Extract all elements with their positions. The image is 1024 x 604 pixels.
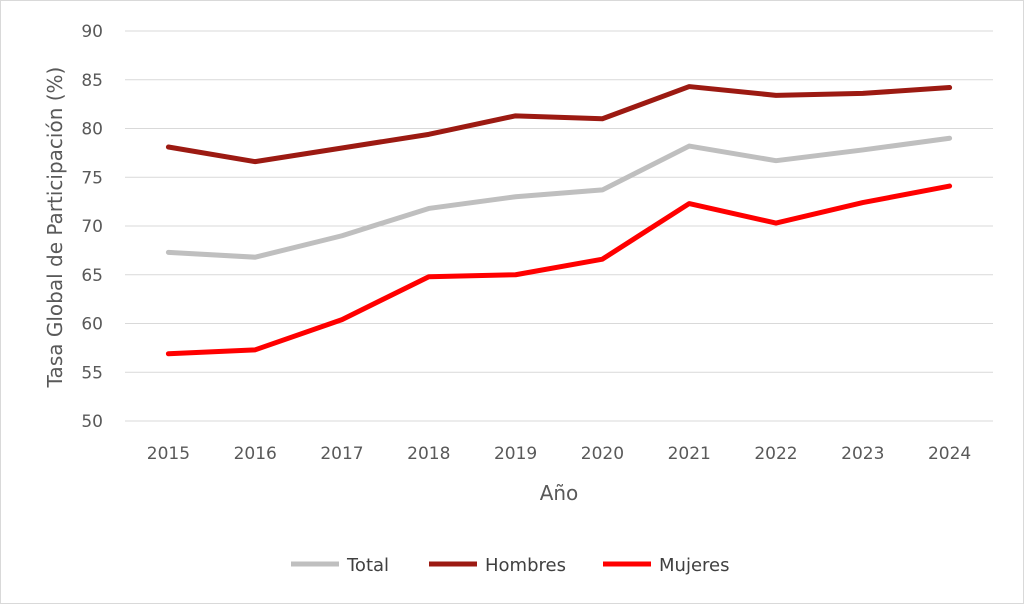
x-tick-label: 2023 bbox=[841, 444, 884, 464]
y-tick-label: 85 bbox=[81, 71, 103, 91]
y-axis-title: Tasa Global de Participación (%) bbox=[43, 67, 67, 389]
series-lines bbox=[165, 84, 953, 357]
y-tick-label: 80 bbox=[81, 120, 103, 140]
series-line-total bbox=[165, 135, 953, 260]
gridlines bbox=[125, 30, 993, 422]
x-tick-label: 2019 bbox=[494, 444, 537, 464]
x-tick-label: 2021 bbox=[668, 444, 711, 464]
x-tick-label: 2016 bbox=[234, 444, 277, 464]
x-tick-label: 2015 bbox=[147, 444, 190, 464]
series-line-mujeres bbox=[165, 183, 953, 357]
y-tick-label: 55 bbox=[81, 363, 103, 383]
x-tick-label: 2018 bbox=[407, 444, 450, 464]
legend-label-mujeres: Mujeres bbox=[659, 555, 729, 576]
y-tick-label: 50 bbox=[81, 412, 103, 432]
y-tick-label: 70 bbox=[81, 217, 103, 237]
x-tick-label: 2017 bbox=[320, 444, 363, 464]
x-axis-title: Año bbox=[540, 481, 579, 505]
y-tick-label: 65 bbox=[81, 266, 103, 286]
x-tick-label: 2020 bbox=[581, 444, 624, 464]
legend: Total Hombres Mujeres bbox=[291, 555, 729, 576]
y-axis-ticks: 50 55 60 65 70 75 80 85 90 bbox=[81, 22, 103, 432]
y-tick-label: 90 bbox=[81, 22, 103, 42]
x-tick-label: 2022 bbox=[754, 444, 797, 464]
y-tick-label: 60 bbox=[81, 315, 103, 335]
legend-label-total: Total bbox=[346, 555, 389, 576]
series-line-hombres bbox=[165, 84, 953, 165]
x-axis-ticks: 2015 2016 2017 2018 2019 2020 2021 2022 2023 2024 bbox=[147, 444, 971, 464]
legend-label-hombres: Hombres bbox=[485, 555, 566, 576]
x-tick-label: 2024 bbox=[928, 444, 971, 464]
y-tick-label: 75 bbox=[81, 168, 103, 188]
